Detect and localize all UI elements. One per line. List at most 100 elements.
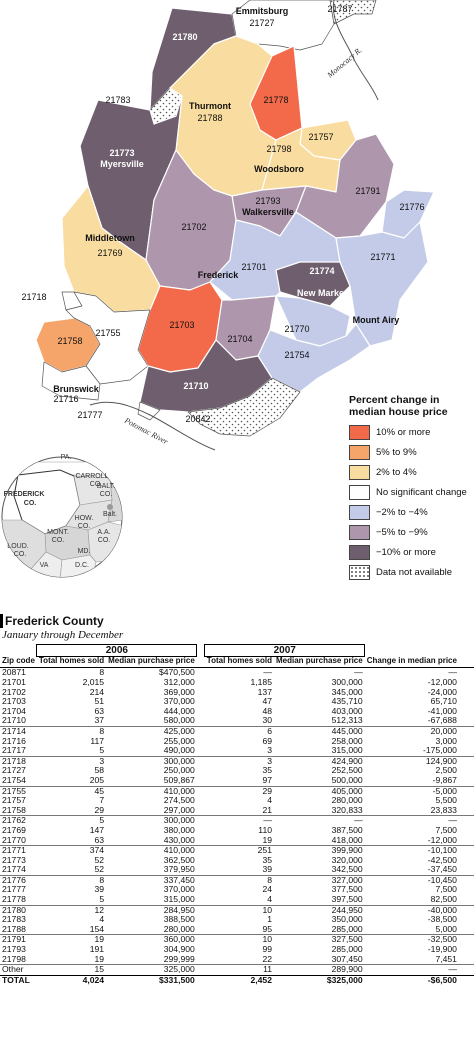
table-cell: 360,000	[163, 934, 195, 945]
table-row: 21774 52 379,950 39 342,500 -37,450	[0, 864, 474, 876]
table-cell: 21716	[2, 735, 26, 746]
potomac-river	[89, 401, 216, 451]
table-cell: 362,500	[163, 854, 195, 865]
table-cell: 191	[89, 944, 105, 955]
table-cell: -67,688	[364, 716, 459, 727]
zone-21716	[41, 361, 101, 401]
table-cell: 3	[99, 755, 105, 766]
inset-label-14: LOUD.	[7, 543, 28, 550]
inset-label-16: MD.	[78, 548, 91, 555]
table-cell: 154	[36, 924, 107, 936]
legend-label: −10% or more	[376, 546, 436, 558]
table-cell: 397,500	[274, 894, 365, 906]
table-cell: 3	[267, 755, 272, 766]
table-cell: 5	[36, 745, 107, 757]
zone-zip-label-21701: 21701	[241, 262, 266, 272]
table-row: 21798 19 299,999 22 307,450 7,451	[0, 954, 474, 966]
table-cell: 47	[262, 696, 272, 707]
table-cell: 327,000	[331, 874, 363, 885]
table-cell: 21778	[0, 894, 37, 906]
table-cell: 7,500	[435, 824, 457, 835]
table-cell: 410,000	[163, 845, 195, 856]
legend-swatch	[349, 424, 370, 440]
table-cell: $470,500	[158, 667, 195, 678]
table-cell: 3	[204, 745, 274, 757]
table-cell: 48	[262, 705, 272, 716]
table-row: 21773 52 362,500 35 320,000 -42,500	[0, 854, 474, 866]
legend-label: Data not available	[376, 566, 453, 578]
inset-label-18: D.C.	[75, 562, 89, 569]
zone-zip-label-21774: 21774	[309, 266, 334, 276]
table-cell: 21702	[2, 686, 26, 697]
table-row: 21754 205 509,867 97 500,000 -9,867	[0, 775, 474, 787]
table-cell: 315,000	[106, 894, 197, 906]
table-cell: 6	[267, 725, 272, 736]
table-cell: 7,500	[435, 884, 457, 895]
zone-zip-label-21710: 21710	[183, 381, 208, 391]
table-cell: 21727	[2, 765, 26, 776]
table-cell: 388,500	[163, 914, 195, 925]
table-total-cell: TOTAL	[0, 974, 37, 986]
table-total-cell: 4,024	[36, 974, 107, 986]
zone-zip-label-21703: 21703	[169, 320, 194, 330]
table-cell: 10	[262, 904, 272, 915]
table-cell: 327,500	[331, 934, 363, 945]
table-cell: 63	[36, 835, 107, 847]
table-cell: 284,950	[163, 904, 195, 915]
table-cell: 255,000	[163, 735, 195, 746]
table-cell: -38,500	[427, 914, 457, 925]
inset-label-11: CO.	[52, 537, 65, 544]
zone-zip-label-21798: 21798	[266, 144, 291, 154]
table-cell: 307,450	[274, 954, 365, 966]
table-title: Frederick County	[0, 614, 474, 628]
zone-zip-label-21793: 21793	[255, 196, 280, 206]
table-cell: 285,000	[274, 924, 365, 936]
table-row: 21718 3 300,000 3 424,900 124,900	[0, 756, 474, 766]
table-cell: -42,500	[427, 854, 457, 865]
table-row: 21714 8 425,000 6 445,000 20,000	[0, 726, 474, 736]
inset-label-6: CO.	[24, 500, 37, 507]
table-row: 21716 117 255,000 69 258,000 3,000	[0, 735, 474, 747]
table-cell: 205	[36, 775, 107, 787]
table-cell: 24	[262, 884, 272, 895]
zone-21787	[329, 0, 377, 25]
table-cell: 342,500	[274, 864, 365, 876]
legend-item: 10% or more	[349, 422, 473, 442]
zone-zip-label-21770: 21770	[284, 324, 309, 334]
table-row: 21758 29 297,000 21 320,833 23,833	[0, 805, 474, 817]
table-cell: 4	[99, 914, 105, 925]
table-row: 21771 374 410,000 251 399,900 -10,100	[0, 845, 474, 856]
table-cell: 345,000	[331, 686, 363, 697]
col-homes-2006-header: Total homes sold	[36, 656, 107, 669]
table-cell: 3,000	[435, 735, 457, 746]
inset-label-15: CO.	[14, 551, 27, 558]
zip-code-map: 21780 21727 21787 21783 21788 Thurmont 21778 21…	[1, 0, 435, 578]
legend-label: −5% to −9%	[376, 526, 428, 538]
table-cell: -175,000	[364, 745, 459, 757]
table-row: 21717 5 490,000 3 315,000 -175,000	[0, 745, 474, 757]
table-cell: 97	[204, 775, 274, 787]
table-cell: 21714	[2, 725, 26, 736]
table-row: 21755 45 410,000 29 405,000 -5,000	[0, 786, 474, 796]
zone-zip-label-21758: 21758	[57, 336, 82, 346]
table-cell: 280,000	[331, 795, 363, 806]
table-cell: 7,451	[364, 954, 459, 966]
table-cell: 580,000	[106, 716, 197, 727]
table-cell: 19	[204, 835, 274, 847]
sales-table: 2006 2007 Zip code Total homes sold Medi…	[0, 644, 474, 986]
zone-name-label-21793: Walkersville	[242, 207, 294, 217]
table-cell: 12	[94, 904, 105, 915]
table-cell: 8	[267, 874, 272, 885]
table-cell: 8	[99, 725, 105, 736]
zone-zip-label-20842: 20842	[185, 414, 210, 424]
table-cell: 5	[99, 815, 105, 826]
table-cell: 22	[204, 954, 274, 966]
table-cell: 403,000	[331, 705, 363, 716]
table-cell: -40,000	[427, 904, 457, 915]
table-row: 21776 8 337,450 8 327,000 -10,450	[0, 875, 474, 885]
table-cell: 320,000	[331, 854, 363, 865]
table-cell: 8	[99, 667, 105, 678]
table-cell: -12,000	[364, 835, 459, 847]
table-cell: -37,450	[364, 864, 459, 876]
inset-locator-map: PA.CARROLLCO.BALT.CO.FREDERICKCO.Balt.HO…	[1, 454, 123, 578]
